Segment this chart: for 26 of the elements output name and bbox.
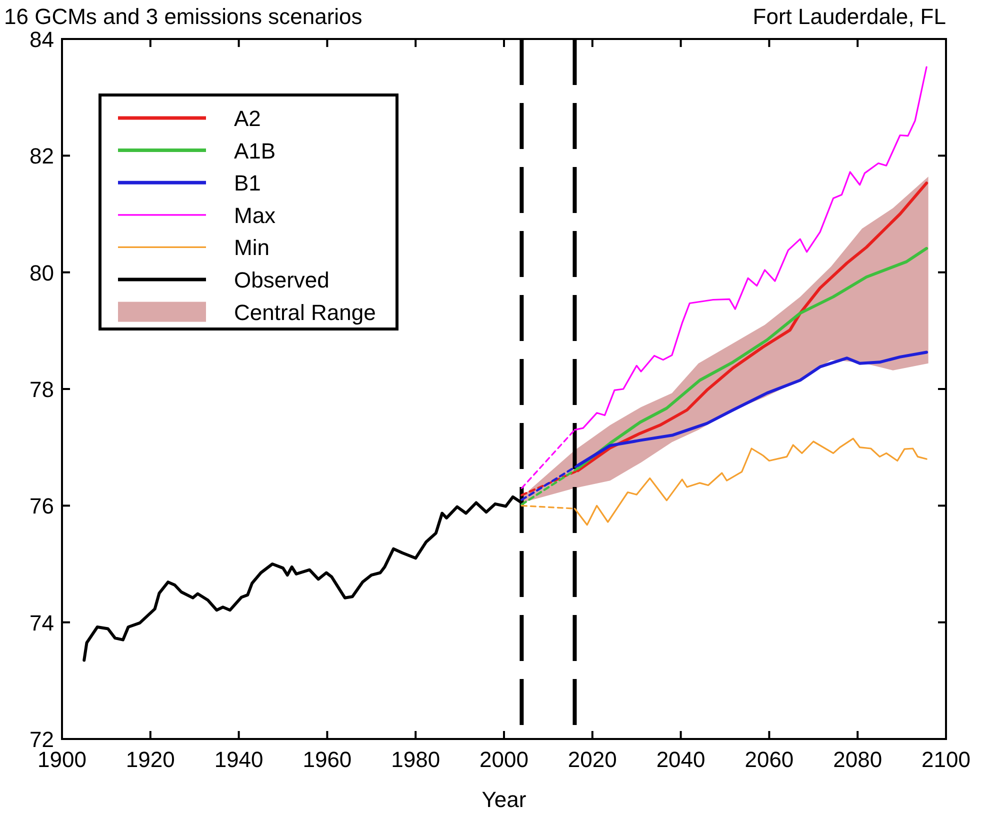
legend-label: A1B [234, 138, 276, 164]
chart-subtitle: Fort Lauderdale, FL [752, 4, 946, 29]
x-tick-label: 1920 [126, 747, 175, 772]
y-tick-label: 78 [30, 377, 54, 402]
x-tick-label: 2040 [656, 747, 706, 772]
x-tick-label: 2020 [568, 747, 617, 772]
legend-label: Max [234, 202, 276, 228]
legend-label: Central Range [234, 300, 376, 325]
y-tick-label: 80 [30, 260, 54, 286]
x-tick-label: 2000 [480, 747, 528, 772]
legend-label: A2 [234, 106, 261, 131]
x-tick-label: 1960 [302, 747, 352, 772]
x-tick-label: 1980 [391, 747, 440, 772]
x-tick-label: 2100 [922, 747, 970, 772]
legend-label: Observed [234, 268, 330, 292]
y-tick-label: 84 [30, 27, 54, 52]
y-tick-label: 76 [30, 494, 54, 519]
legend-label: B1 [234, 170, 261, 196]
x-tick-label: 2080 [833, 747, 882, 772]
y-tick-label: 74 [30, 610, 54, 636]
x-tick-label: 1940 [214, 747, 264, 772]
y-tick-label: 82 [30, 144, 54, 169]
x-axis-title: Year [482, 787, 526, 812]
x-tick-label: 2060 [744, 747, 794, 772]
chart-title: 16 GCMs and 3 emissions scenarios [4, 4, 362, 29]
legend-label: Min [234, 235, 270, 260]
